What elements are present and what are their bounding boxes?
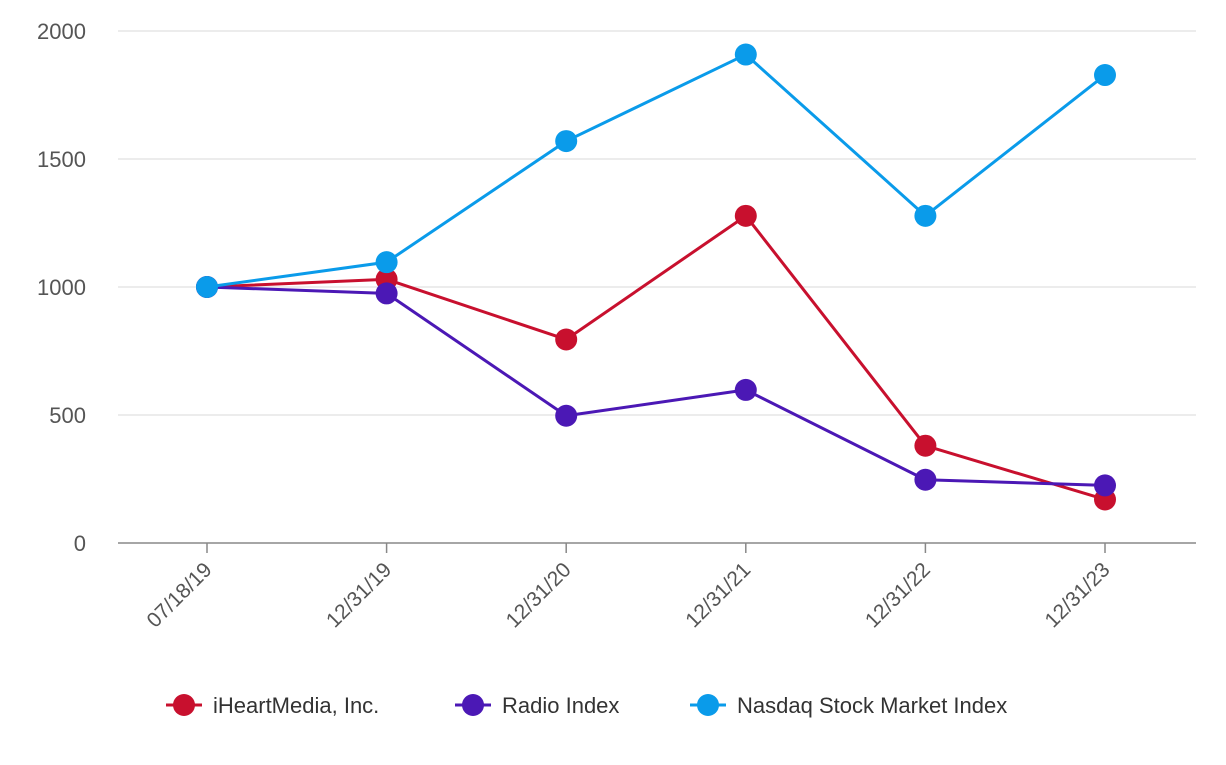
data-point xyxy=(734,378,757,401)
axes: 0 500 1000 1500 2000 07/18/19 12/31/19 12/31/20… xyxy=(37,19,1196,632)
legend-marker xyxy=(462,694,484,716)
legend-label: iHeartMedia, Inc. xyxy=(213,693,379,718)
data-point xyxy=(914,204,937,227)
data-point xyxy=(1094,64,1116,87)
y-tick-label: 2000 xyxy=(37,19,86,44)
data-point xyxy=(375,282,398,305)
data-point xyxy=(734,204,757,227)
x-tick-label: 12/31/21 xyxy=(681,558,755,632)
legend-label: Nasdaq Stock Market Index xyxy=(737,693,1007,718)
series-0 xyxy=(196,204,1116,511)
legend-marker xyxy=(173,694,195,716)
x-tick-label: 07/18/19 xyxy=(142,558,216,632)
series-line xyxy=(205,214,1107,501)
y-tick-label: 1500 xyxy=(37,147,86,172)
legend: iHeartMedia, Inc. Radio Index Nasdaq Stock… xyxy=(166,693,1007,718)
data-point xyxy=(555,328,578,351)
series-lines xyxy=(196,43,1116,511)
legend-label: Radio Index xyxy=(502,693,619,718)
series-2 xyxy=(196,43,1116,298)
data-point xyxy=(914,434,937,457)
x-tick-label: 12/31/22 xyxy=(861,558,935,632)
y-tick-label: 0 xyxy=(74,531,86,556)
data-point xyxy=(375,251,398,274)
series-1 xyxy=(196,276,1116,497)
y-tick-label: 500 xyxy=(49,403,86,428)
x-tick-label: 12/31/20 xyxy=(502,558,576,632)
data-point xyxy=(196,276,218,298)
series-line xyxy=(205,285,1107,487)
data-point xyxy=(555,404,578,427)
grid-lines xyxy=(118,30,1196,416)
data-point xyxy=(914,468,937,491)
series-line xyxy=(205,53,1107,289)
x-tick-label: 12/31/19 xyxy=(322,558,396,632)
legend-item: iHeartMedia, Inc. xyxy=(166,693,379,718)
data-point xyxy=(555,130,578,153)
legend-item: Nasdaq Stock Market Index xyxy=(690,693,1007,718)
x-tick-label: 12/31/23 xyxy=(1040,558,1114,632)
y-tick-label: 1000 xyxy=(37,275,86,300)
legend-marker xyxy=(697,694,719,716)
data-point xyxy=(1094,474,1116,497)
data-point xyxy=(734,43,757,66)
legend-item: Radio Index xyxy=(455,693,619,718)
